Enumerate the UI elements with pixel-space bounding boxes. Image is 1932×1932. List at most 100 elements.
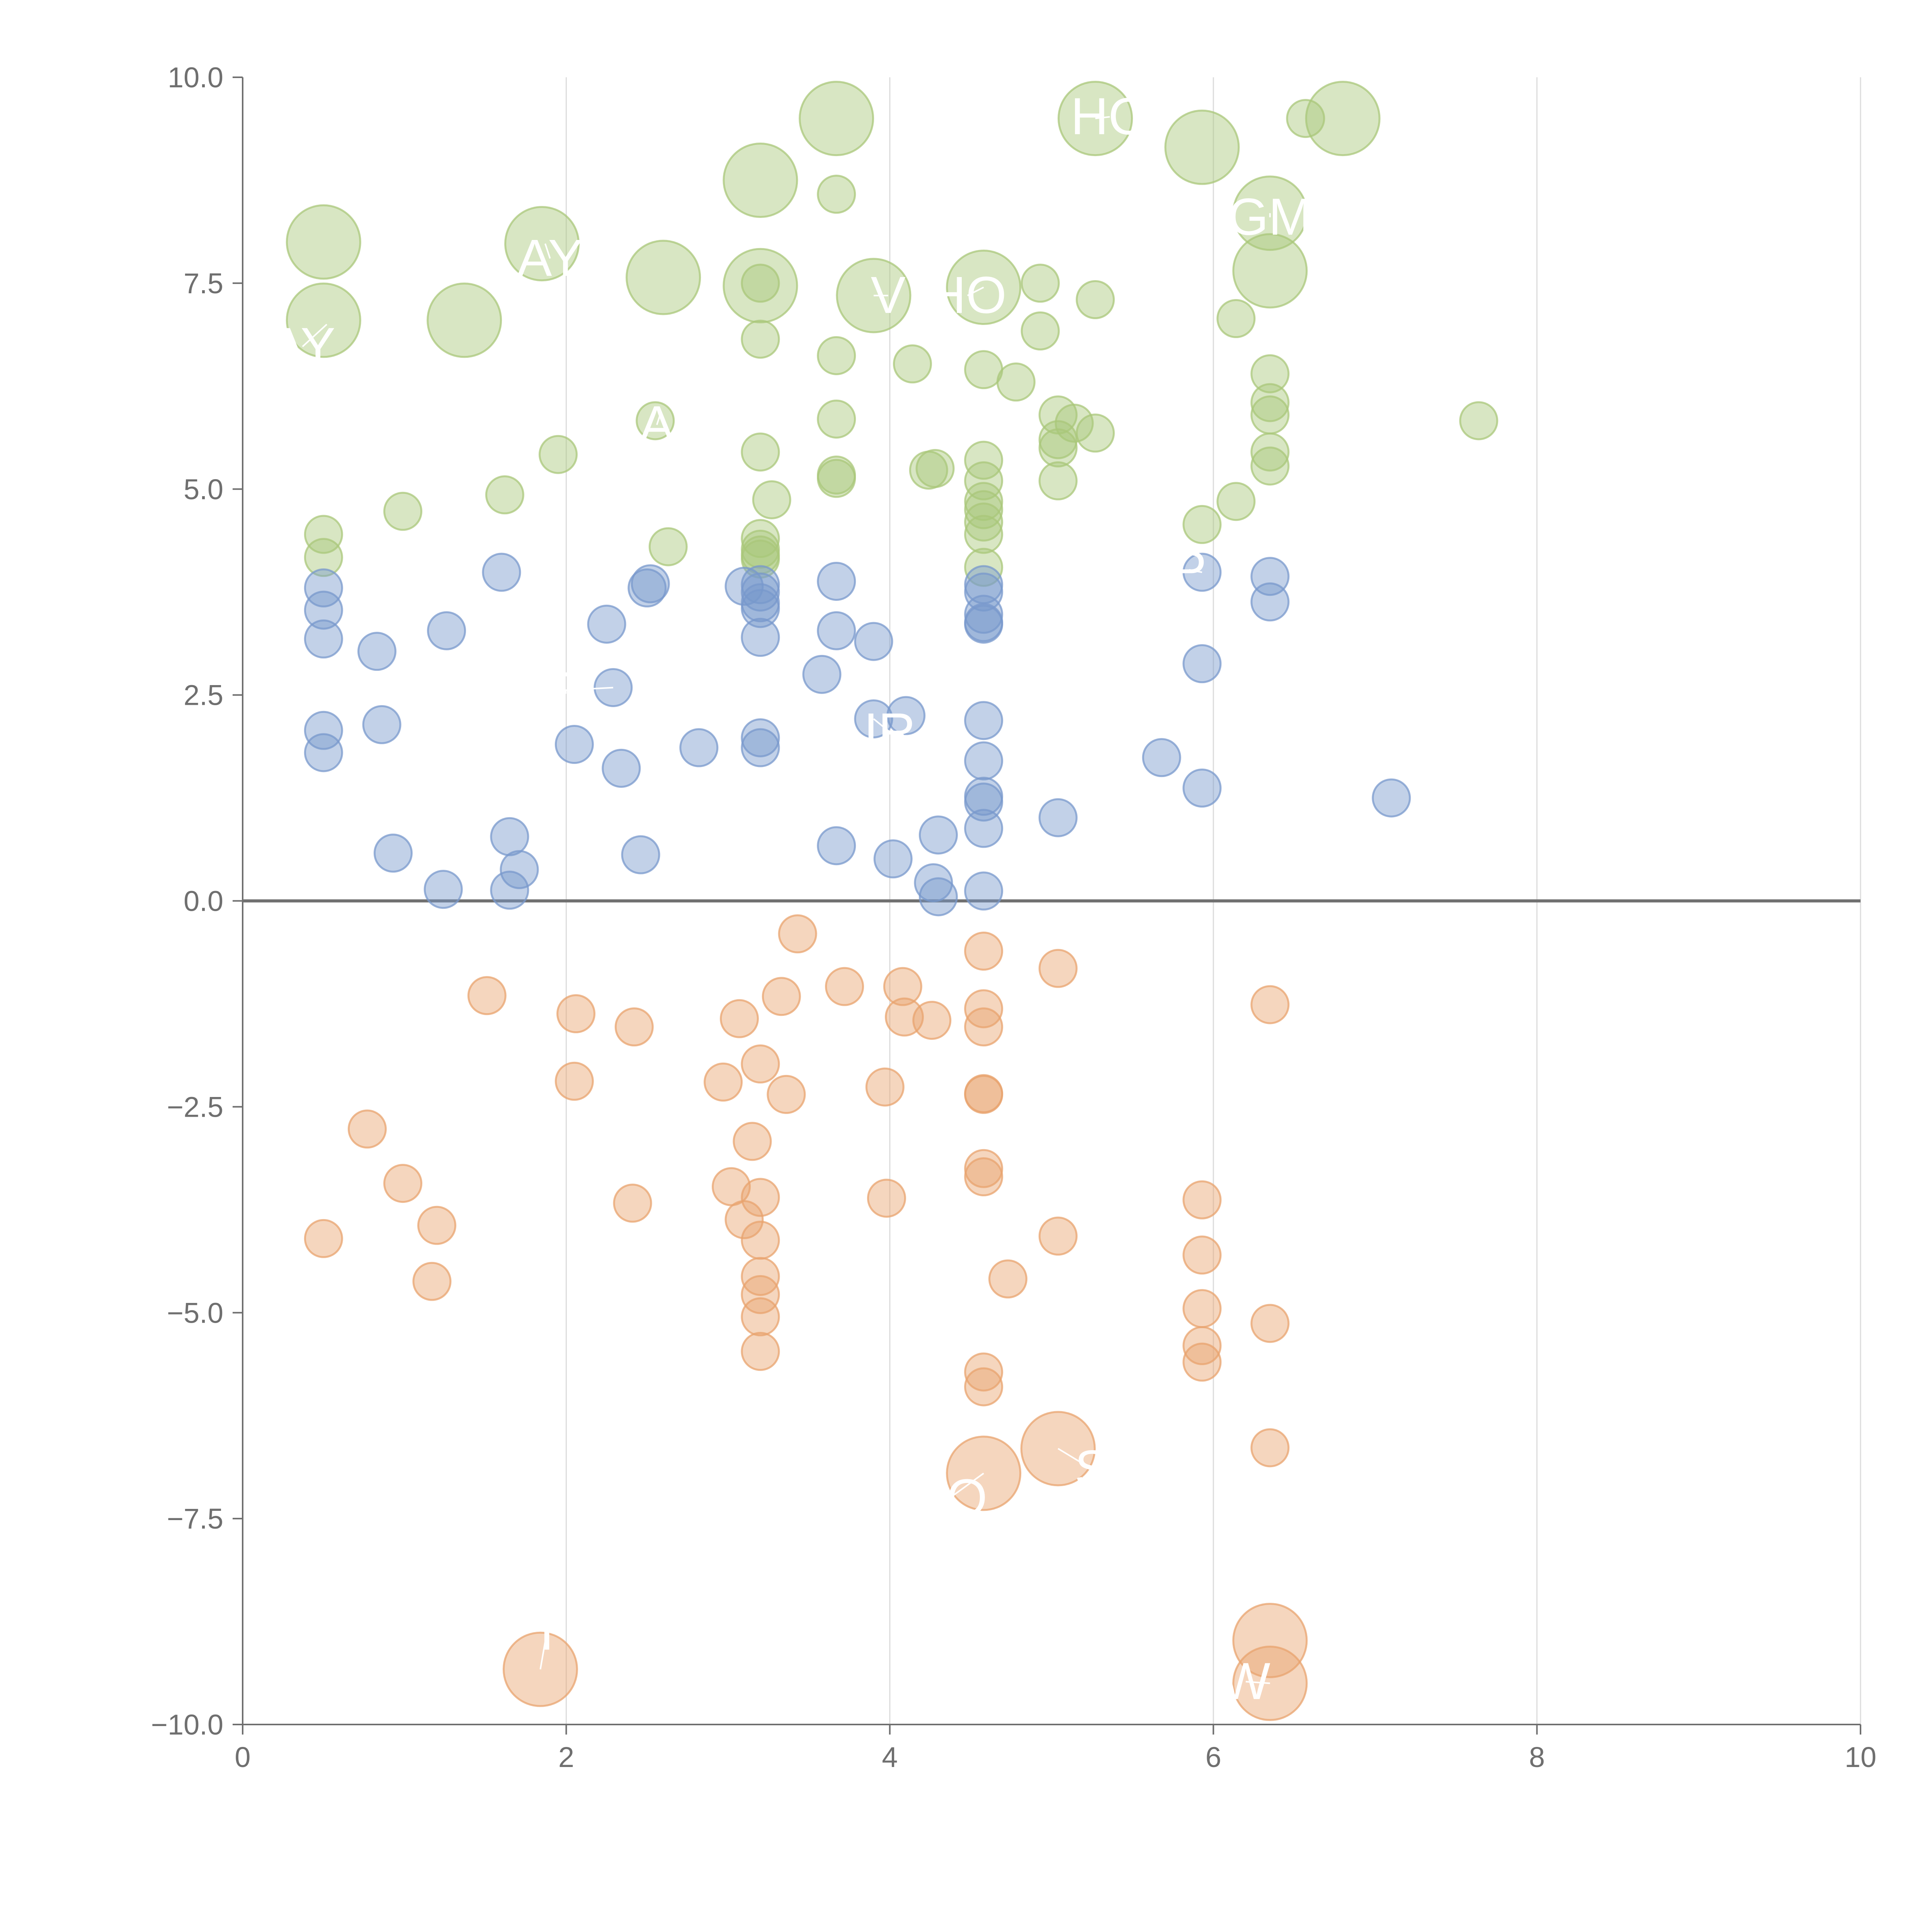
label-leader-line <box>967 286 984 296</box>
blue-bubble <box>621 835 660 874</box>
green-bubble-label: AY <box>270 317 335 375</box>
y-tick-label: −7.5 <box>167 1503 223 1535</box>
orange-bubble <box>467 976 507 1015</box>
blue-bubble <box>741 617 780 657</box>
orange-bubble <box>1250 985 1290 1024</box>
orange-bubble <box>741 1297 780 1337</box>
blue-bubble <box>602 748 641 788</box>
orange-bubble <box>741 1221 780 1260</box>
blue-bubble <box>873 839 913 879</box>
orange-bubble <box>554 1061 594 1101</box>
green-bubble <box>817 175 856 214</box>
orange-bubble <box>767 1075 806 1114</box>
blue-bubble <box>500 850 539 889</box>
blue-bubble <box>854 622 893 661</box>
green-bubble <box>915 449 955 488</box>
green-bubble <box>1250 395 1290 435</box>
blue-bubble-label: P <box>1172 540 1206 599</box>
orange-bubble <box>964 1352 1003 1392</box>
orange-bubble <box>741 1178 780 1217</box>
blue-bubble <box>914 863 953 903</box>
bubble-labels: AY AY A V HO HO GM F IR P EO S T W <box>270 87 1312 1710</box>
orange-bubble <box>1182 1289 1222 1328</box>
blue-bubble <box>741 718 780 757</box>
blue-bubble <box>1250 582 1290 622</box>
orange-bubble <box>867 1179 906 1218</box>
label-leader-line <box>1189 569 1202 573</box>
green-bubble-label: HO <box>1071 87 1149 145</box>
orange-bubble <box>865 1067 905 1107</box>
blue-bubble <box>427 611 466 650</box>
green-bubble <box>1216 299 1256 338</box>
green-bubble <box>1164 109 1240 185</box>
green-bubble <box>286 282 361 358</box>
blue-bubble <box>482 553 521 592</box>
green-bubble <box>752 480 791 519</box>
orange-bubble <box>1182 1180 1222 1219</box>
green-bubble-label: HO <box>929 266 1007 324</box>
blue-bubble <box>964 595 1003 634</box>
orange-bubble <box>733 1122 772 1161</box>
y-tick-label: 2.5 <box>184 679 223 711</box>
green-bubble <box>1250 354 1290 393</box>
green-bubble <box>427 282 502 358</box>
orange-bubble <box>1250 1304 1290 1343</box>
green-bubble <box>964 440 1003 480</box>
blue-bubble <box>304 733 343 772</box>
blue-bubble <box>1182 768 1222 808</box>
blue-bubble <box>964 871 1003 911</box>
green-bubble-label: A <box>639 395 674 453</box>
orange-bubble <box>719 999 759 1038</box>
orange-bubble <box>964 1157 1003 1197</box>
bubbles <box>286 81 1498 1721</box>
orange-bubble-label: S <box>1075 1439 1109 1498</box>
blue-bubble <box>724 566 764 606</box>
blue-bubble <box>490 817 529 856</box>
orange-bubble <box>988 1259 1027 1299</box>
green-bubble <box>304 515 343 554</box>
orange-bubble <box>964 932 1003 971</box>
blue-bubble <box>918 877 958 917</box>
blue-bubble <box>362 705 401 744</box>
orange-bubble <box>964 1367 1003 1406</box>
label-leader-line <box>1095 116 1110 119</box>
orange-bubble <box>741 1044 780 1084</box>
blue-bubble <box>304 619 343 659</box>
green-bubble <box>485 475 524 515</box>
green-bubble <box>964 482 1003 521</box>
green-bubble <box>504 206 580 282</box>
blue-bubble <box>802 655 842 694</box>
orange-bubble <box>1182 1326 1222 1366</box>
green-bubble <box>964 461 1003 500</box>
blue-bubble <box>304 590 343 630</box>
blue-bubble <box>817 561 856 601</box>
green-bubble <box>817 400 856 439</box>
green-bubble-label: AY <box>517 229 583 287</box>
green-bubble <box>817 459 856 498</box>
blue-bubble <box>1372 778 1411 818</box>
blue-bubble <box>817 611 856 650</box>
orange-bubble <box>417 1206 456 1245</box>
y-tick-label: 10.0 <box>168 61 223 94</box>
green-bubble <box>741 320 780 359</box>
orange-bubble <box>964 1074 1003 1113</box>
orange-bubble <box>724 1200 764 1239</box>
green-bubble-label: GM <box>1228 187 1312 246</box>
blue-bubble <box>357 632 397 671</box>
orange-bubble <box>883 967 922 1006</box>
blue-bubble <box>304 568 343 608</box>
y-tick-label: 0.0 <box>184 885 223 917</box>
orange-bubble <box>614 1007 654 1047</box>
green-bubble <box>286 204 361 280</box>
label-leader-line <box>539 1632 548 1670</box>
orange-bubble <box>304 1219 343 1258</box>
orange-bubble-label: W <box>1221 1652 1270 1710</box>
x-tick-label: 6 <box>1206 1741 1221 1773</box>
orange-bubble <box>964 1149 1003 1188</box>
blue-bubble-label: F <box>537 661 569 719</box>
green-bubble <box>648 527 688 566</box>
green-bubble <box>1076 413 1115 453</box>
orange-bubble <box>556 994 596 1034</box>
green-bubble <box>817 336 856 375</box>
